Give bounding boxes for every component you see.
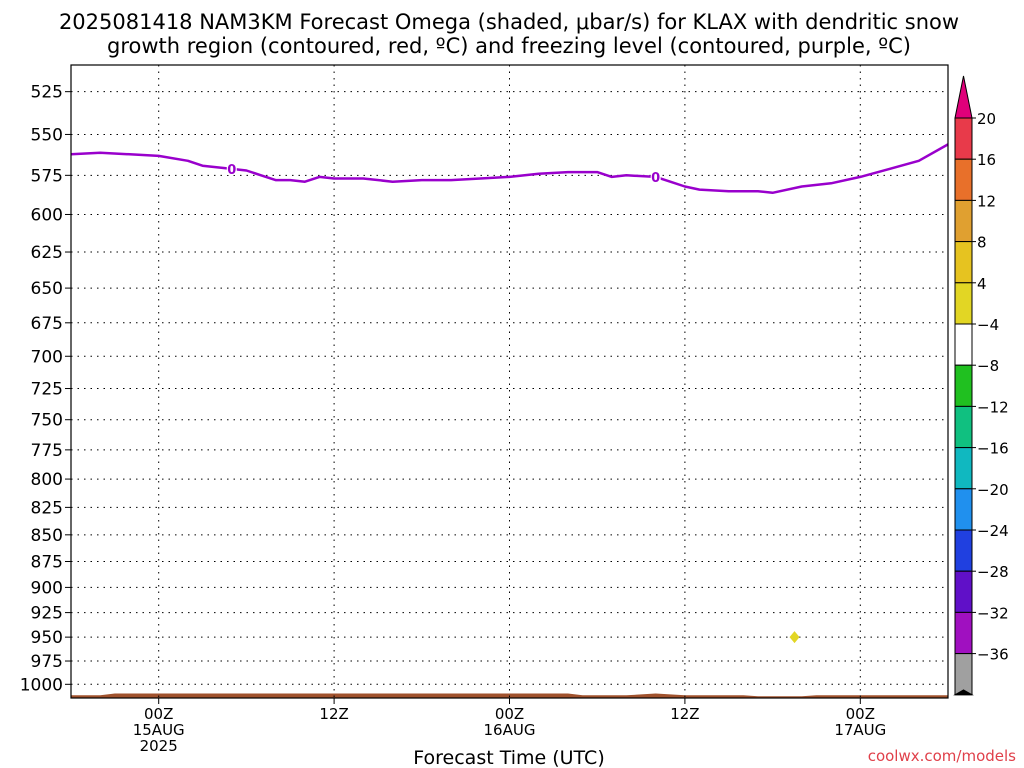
- contour-label: 0: [651, 171, 660, 186]
- x-tick-label: 12Z: [670, 705, 699, 723]
- y-tick-label: 875: [31, 552, 63, 572]
- colorbar-segment: [954, 611, 973, 655]
- colorbar-label: −32: [977, 604, 1009, 622]
- colorbar-segment: [954, 323, 973, 366]
- omega-shaded-area: [789, 631, 800, 644]
- x-tick-label: 17AUG: [834, 721, 886, 739]
- colorbar-label: −4: [977, 316, 999, 334]
- colorbar-label: −24: [977, 522, 1009, 540]
- colorbar-label: −36: [977, 646, 1009, 664]
- x-axis-label: Forecast Time (UTC): [413, 747, 604, 768]
- contour-label-bg: [226, 160, 237, 175]
- x-tick-label: 00Z: [846, 705, 875, 723]
- y-tick-label: 550: [31, 125, 63, 145]
- x-tick-label: 00Z: [495, 705, 524, 723]
- y-tick-label: 750: [31, 411, 63, 431]
- colorbar-segment: [954, 447, 973, 490]
- colorbar-bottom-arrow: [953, 689, 974, 696]
- y-tick-label: 925: [31, 604, 63, 624]
- y-tick-label: 825: [31, 498, 63, 518]
- colorbar-segment: [954, 117, 973, 160]
- colorbar-segment: [954, 364, 973, 407]
- chart-title-line-2: growth region (contoured, red, ºC) and f…: [107, 34, 911, 58]
- y-tick-label: 525: [31, 83, 63, 103]
- colorbar-segment: [954, 199, 973, 243]
- y-tick-label: 975: [31, 652, 63, 672]
- colorbar-label: 8: [977, 234, 987, 252]
- colorbar-label: −12: [977, 398, 1009, 416]
- colorbar-segment: [954, 405, 973, 449]
- colorbar-label: 16: [977, 151, 996, 169]
- freezing-level-line: [70, 143, 949, 195]
- y-tick-label: 725: [31, 380, 63, 400]
- x-tick-label: 16AUG: [484, 721, 536, 739]
- plot-frame: [70, 64, 949, 699]
- colorbar-segment: [954, 158, 973, 201]
- y-tick-label: 900: [31, 578, 63, 598]
- y-tick-label: 675: [31, 314, 63, 334]
- y-tick-label: 850: [31, 526, 63, 546]
- colorbar-segment: [954, 653, 973, 696]
- colorbar-label: 4: [977, 275, 987, 293]
- x-tick-label: 15AUG: [133, 721, 185, 739]
- y-tick-label: 1000: [20, 675, 63, 695]
- contour-label: 0: [227, 163, 236, 178]
- y-tick-label: 775: [31, 441, 63, 461]
- y-tick-label: 625: [31, 243, 63, 263]
- x-tick-label: 12Z: [319, 705, 348, 723]
- colorbar-label: −20: [977, 481, 1009, 499]
- colorbar-label: −8: [977, 357, 999, 375]
- x-tick-label: 00Z: [144, 705, 173, 723]
- chart-title-line-1: 2025081418 NAM3KM Forecast Omega (shaded…: [59, 10, 959, 34]
- colorbar-segment: [954, 241, 973, 284]
- y-tick-label: 650: [31, 279, 63, 299]
- y-tick-label: 575: [31, 166, 63, 186]
- y-tick-label: 700: [31, 347, 63, 367]
- colorbar-segment: [954, 570, 973, 613]
- colorbar-segment: [954, 282, 973, 325]
- colorbar-label: 12: [977, 192, 996, 210]
- colorbar-segment: [954, 529, 973, 572]
- y-tick-label: 600: [31, 205, 63, 225]
- colorbar-label: −16: [977, 440, 1009, 458]
- contour-label-bg: [650, 168, 661, 183]
- colorbar-top-arrow: [954, 75, 973, 119]
- plot-area: 525 550 575 600 625 650 675 700 725 750 775 800 825 8…: [20, 64, 949, 755]
- y-tick-label: 950: [31, 628, 63, 648]
- colorbar-label: −28: [977, 563, 1009, 581]
- y-tick-label: 800: [31, 470, 63, 490]
- colorbar-label: 20: [977, 110, 996, 128]
- colorbar: 20 16 12 8 4 −4 −8 −12 −16 −20 −24 −28 −32 −36: [953, 75, 1009, 696]
- colorbar-segment: [954, 488, 973, 531]
- credit-text: coolwx.com/models: [868, 747, 1016, 765]
- x-tick-label: 2025: [140, 737, 178, 755]
